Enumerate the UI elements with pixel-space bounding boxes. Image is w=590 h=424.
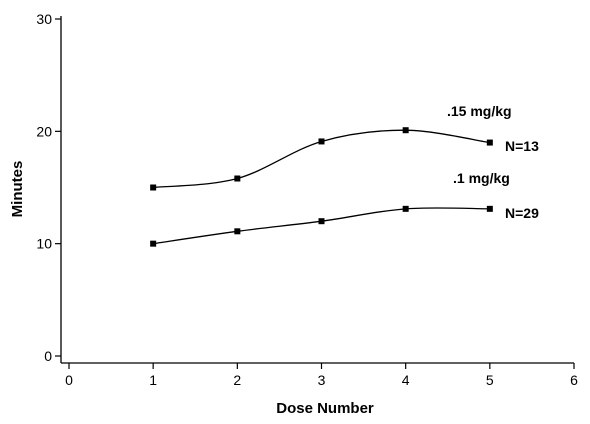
data-point — [318, 138, 325, 145]
data-point — [318, 218, 325, 225]
y-tick-label: 30 — [36, 11, 52, 27]
series-label-high-dose: .15 mg/kg — [447, 103, 512, 119]
axes — [60, 16, 574, 364]
data-point — [150, 240, 157, 247]
y-tick-label: 20 — [36, 123, 52, 139]
series-group — [150, 127, 493, 247]
x-tick-label: 0 — [65, 372, 73, 388]
x-ticks: 0 1 2 3 4 5 6 — [65, 363, 578, 388]
y-ticks: 0 10 20 30 — [36, 11, 61, 364]
x-tick-label: 4 — [402, 372, 410, 388]
data-point — [402, 205, 409, 212]
y-axis-label: Minutes — [9, 161, 26, 218]
x-tick-label: 2 — [233, 372, 241, 388]
series-line-1 — [153, 207, 490, 245]
x-tick-label: 6 — [570, 372, 578, 388]
data-point — [486, 205, 493, 212]
data-point — [150, 184, 157, 191]
x-tick-label: 5 — [486, 372, 494, 388]
count-label-low-dose: N=29 — [505, 205, 539, 221]
series-label-low-dose: .1 mg/kg — [453, 170, 510, 186]
data-point — [234, 228, 241, 235]
y-tick-label: 0 — [44, 348, 52, 364]
data-point — [402, 127, 409, 134]
count-label-high-dose: N=13 — [505, 138, 539, 154]
x-tick-label: 1 — [149, 372, 157, 388]
x-tick-label: 3 — [318, 372, 326, 388]
x-axis-label: Dose Number — [276, 400, 374, 417]
data-point — [486, 139, 493, 146]
y-tick-label: 10 — [36, 236, 52, 252]
data-point — [234, 175, 241, 182]
